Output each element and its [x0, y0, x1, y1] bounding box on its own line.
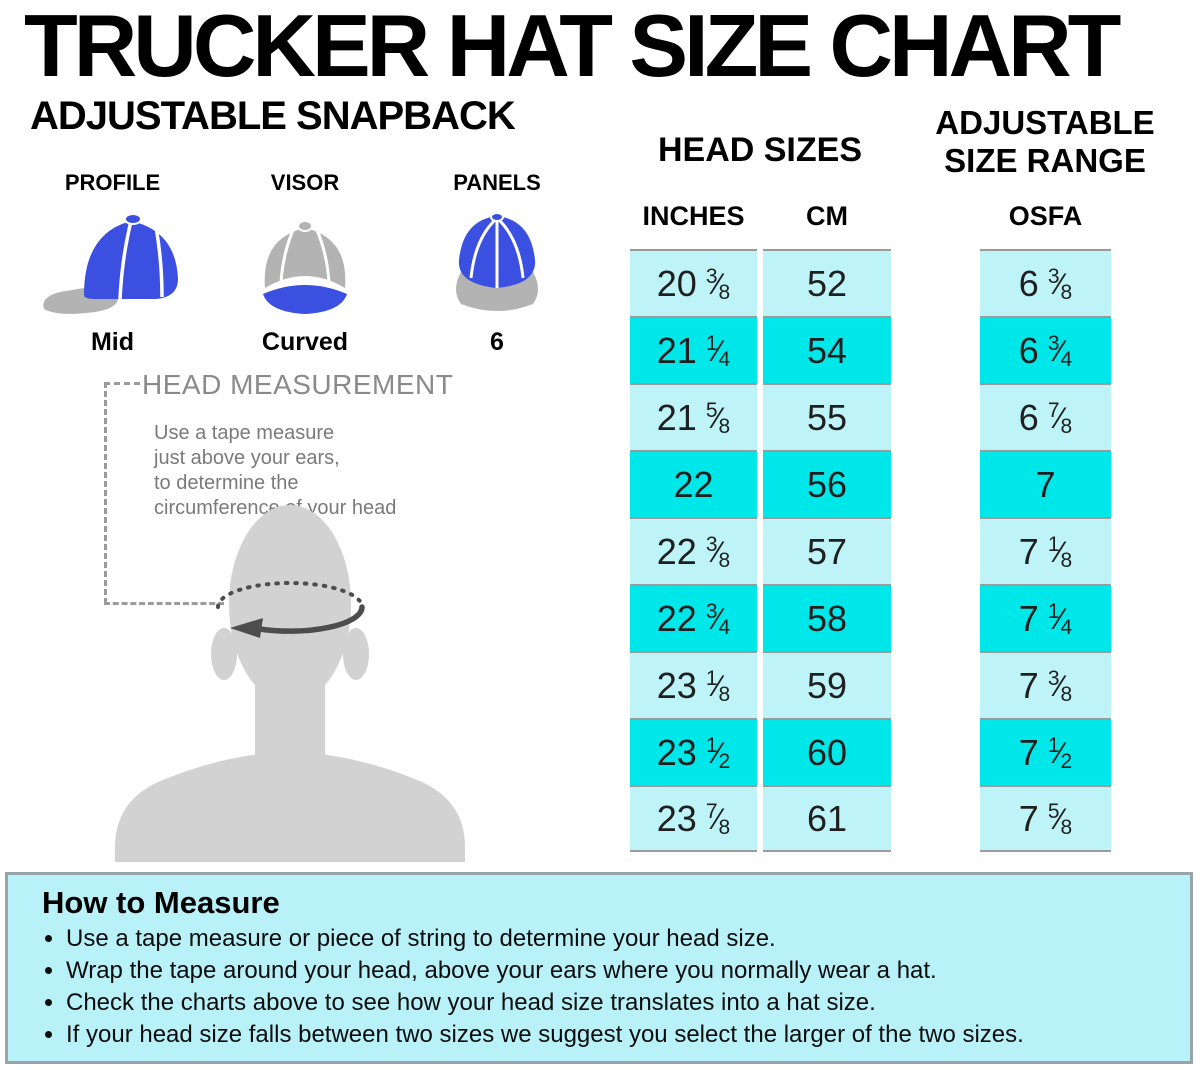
cm-size-cell: 61 — [763, 785, 891, 852]
cap-top-panels-icon — [451, 212, 543, 318]
how-to-measure-panel: How to Measure Use a tape measure or pie… — [5, 872, 1193, 1064]
instruction-line: just above your ears, — [154, 447, 340, 469]
page-title: TRUCKER HAT SIZE CHART — [24, 0, 1121, 95]
feature-visor-label: VISOR — [270, 170, 340, 195]
osfa-column: 6 3⁄8 6 3⁄4 6 7⁄8 7 7 1⁄8 7 1⁄4 7 3⁄8 7 1⁄2 7 5⁄8 — [980, 249, 1111, 852]
feature-visor-value: Curved — [261, 328, 349, 356]
adjustable-title-line1: ADJUSTABLE — [935, 104, 1155, 141]
column-header-inches: INCHES — [642, 201, 745, 231]
head-silhouette-figure — [110, 502, 470, 867]
cm-size-cell: 54 — [763, 316, 891, 383]
cm-column: 52 54 55 56 57 58 59 60 61 — [763, 249, 891, 852]
osfa-size-cell: 7 3⁄8 — [980, 651, 1111, 718]
feature-profile-value: Mid — [90, 328, 135, 356]
cm-size-cell: 56 — [763, 450, 891, 517]
cm-size-cell: 57 — [763, 517, 891, 584]
osfa-size-cell: 7 1⁄4 — [980, 584, 1111, 651]
instruction-line: to determine the — [154, 472, 299, 494]
cm-size-cell: 59 — [763, 651, 891, 718]
inches-size-cell: 23 7⁄8 — [630, 785, 757, 852]
feature-panels: PANELS 6 — [417, 170, 577, 357]
adjustable-size-range-title: ADJUSTABLE SIZE RANGE — [930, 104, 1160, 180]
osfa-size-cell: 7 — [980, 450, 1111, 517]
inches-size-cell: 22 — [630, 450, 757, 517]
cap-front-visor-icon — [255, 212, 355, 318]
feature-visor: VISOR Curved — [225, 170, 385, 357]
how-to-measure-bullet: Check the charts above to see how your h… — [66, 987, 1190, 1019]
osfa-size-cell: 7 1⁄8 — [980, 517, 1111, 584]
how-to-measure-title: How to Measure — [42, 885, 280, 920]
inches-column: 20 3⁄8 21 1⁄4 21 5⁄8 22 22 3⁄8 22 3⁄4 23 1⁄8 23 1⁄2 23 7… — [630, 249, 757, 852]
callout-dash-horizontal — [104, 602, 224, 605]
how-to-measure-bullet: Wrap the tape around your head, above yo… — [66, 955, 1190, 987]
instruction-line: Use a tape measure — [154, 422, 335, 444]
inches-size-cell: 21 5⁄8 — [630, 383, 757, 450]
inches-size-cell: 23 1⁄8 — [630, 651, 757, 718]
tape-arrowhead — [230, 618, 263, 638]
inches-size-cell: 20 3⁄8 — [630, 249, 757, 316]
inches-size-cell: 22 3⁄8 — [630, 517, 757, 584]
callout-dash-vertical — [104, 382, 107, 604]
inches-size-cell: 21 1⁄4 — [630, 316, 757, 383]
page-subtitle: ADJUSTABLE SNAPBACK — [30, 94, 516, 138]
head-measurement-heading: HEAD MEASUREMENT — [142, 369, 454, 400]
how-to-measure-bullet: If your head size falls between two size… — [66, 1019, 1190, 1051]
osfa-size-cell: 7 1⁄2 — [980, 718, 1111, 785]
how-to-measure-bullet: Use a tape measure or piece of string to… — [66, 923, 1190, 955]
adjustable-title-line2: SIZE RANGE — [944, 142, 1146, 179]
how-to-measure-list: Use a tape measure or piece of string to… — [8, 923, 1190, 1051]
feature-panels-label: PANELS — [453, 170, 541, 195]
osfa-size-cell: 6 3⁄4 — [980, 316, 1111, 383]
osfa-size-cell: 6 7⁄8 — [980, 383, 1111, 450]
callout-dash-stub — [104, 382, 140, 385]
head-sizes-title: HEAD SIZES — [657, 131, 863, 169]
cm-size-cell: 58 — [763, 584, 891, 651]
feature-profile: PROFILE Mid — [30, 170, 195, 357]
cm-size-cell: 52 — [763, 249, 891, 316]
cm-size-cell: 60 — [763, 718, 891, 785]
inches-size-cell: 22 3⁄4 — [630, 584, 757, 651]
column-header-cm: CM — [806, 201, 848, 231]
measuring-tape-icon — [216, 581, 365, 634]
cm-size-cell: 55 — [763, 383, 891, 450]
feature-panels-value: 6 — [490, 328, 504, 356]
feature-profile-label: PROFILE — [64, 170, 161, 195]
cap-side-profile-icon — [38, 212, 188, 318]
column-header-osfa: OSFA — [1008, 201, 1083, 231]
inches-size-cell: 23 1⁄2 — [630, 718, 757, 785]
osfa-size-cell: 7 5⁄8 — [980, 785, 1111, 852]
osfa-size-cell: 6 3⁄8 — [980, 249, 1111, 316]
